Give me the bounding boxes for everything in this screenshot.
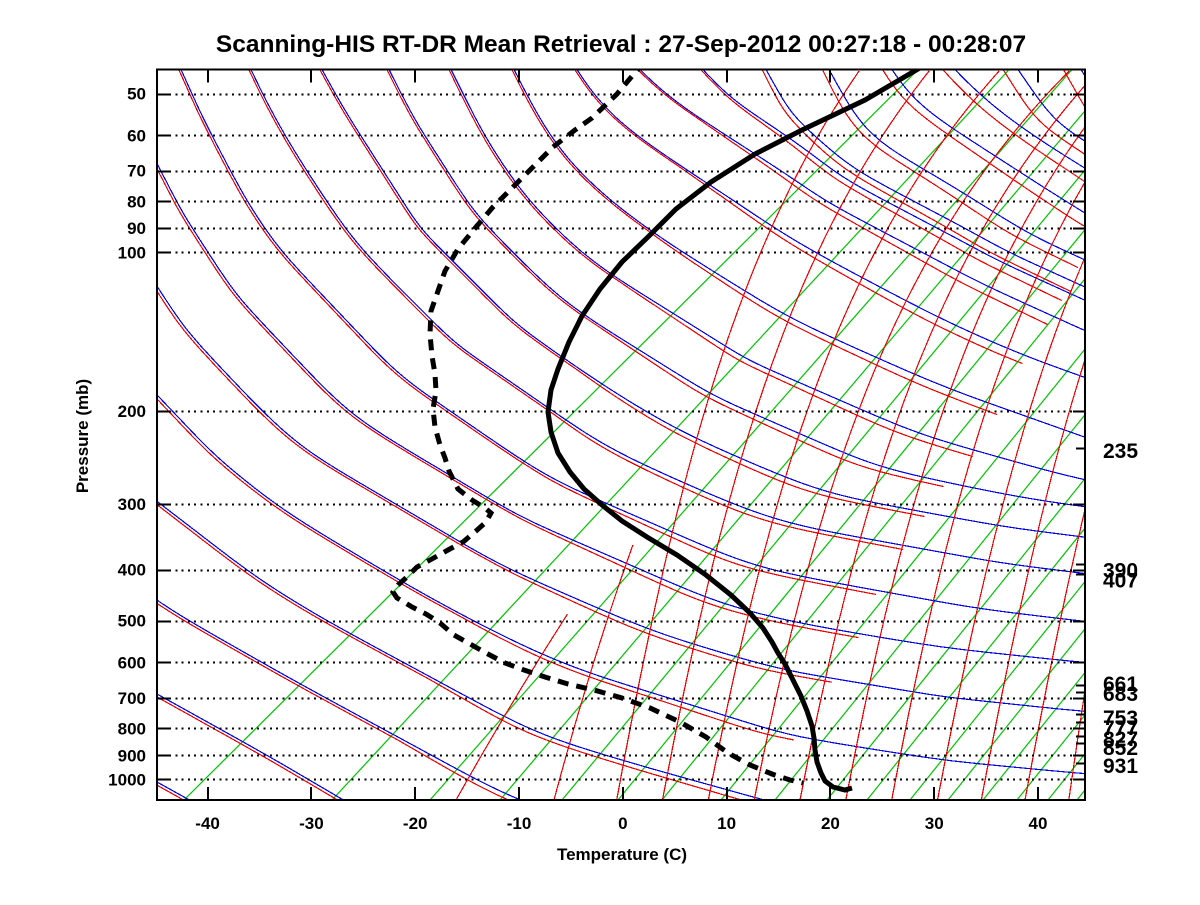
svg-text:40: 40 — [1029, 814, 1048, 833]
svg-text:1000: 1000 — [108, 770, 146, 789]
svg-text:-40: -40 — [195, 814, 220, 833]
svg-text:852: 852 — [1103, 737, 1138, 760]
svg-text:60: 60 — [127, 126, 146, 145]
svg-text:50: 50 — [127, 85, 146, 104]
svg-text:80: 80 — [127, 192, 146, 211]
svg-text:Scanning-HIS RT-DR Mean Retrie: Scanning-HIS RT-DR Mean Retrieval : 27-S… — [216, 31, 1026, 58]
svg-text:700: 700 — [118, 689, 146, 708]
svg-text:100: 100 — [118, 243, 146, 262]
svg-text:0: 0 — [618, 814, 627, 833]
svg-text:Temperature (C): Temperature (C) — [557, 845, 687, 864]
svg-text:10: 10 — [717, 814, 736, 833]
svg-text:753: 753 — [1103, 707, 1138, 730]
svg-text:Pressure (mb): Pressure (mb) — [73, 379, 92, 493]
svg-text:-20: -20 — [403, 814, 428, 833]
svg-text:90: 90 — [127, 219, 146, 238]
svg-text:30: 30 — [925, 814, 944, 833]
svg-text:683: 683 — [1103, 683, 1138, 706]
svg-text:20: 20 — [821, 814, 840, 833]
svg-text:235: 235 — [1103, 440, 1138, 463]
svg-text:900: 900 — [118, 746, 146, 765]
svg-text:661: 661 — [1103, 673, 1138, 696]
svg-text:827: 827 — [1103, 728, 1138, 751]
svg-text:600: 600 — [118, 653, 146, 672]
svg-text:300: 300 — [118, 495, 146, 514]
svg-text:70: 70 — [127, 162, 146, 181]
svg-text:800: 800 — [118, 719, 146, 738]
svg-text:200: 200 — [118, 402, 146, 421]
svg-text:931: 931 — [1103, 755, 1138, 778]
svg-text:407: 407 — [1103, 569, 1138, 592]
svg-text:400: 400 — [118, 561, 146, 580]
svg-text:777: 777 — [1103, 717, 1138, 740]
svg-text:390: 390 — [1103, 559, 1138, 582]
svg-text:-30: -30 — [299, 814, 324, 833]
svg-text:500: 500 — [118, 612, 146, 631]
svg-text:-10: -10 — [507, 814, 532, 833]
